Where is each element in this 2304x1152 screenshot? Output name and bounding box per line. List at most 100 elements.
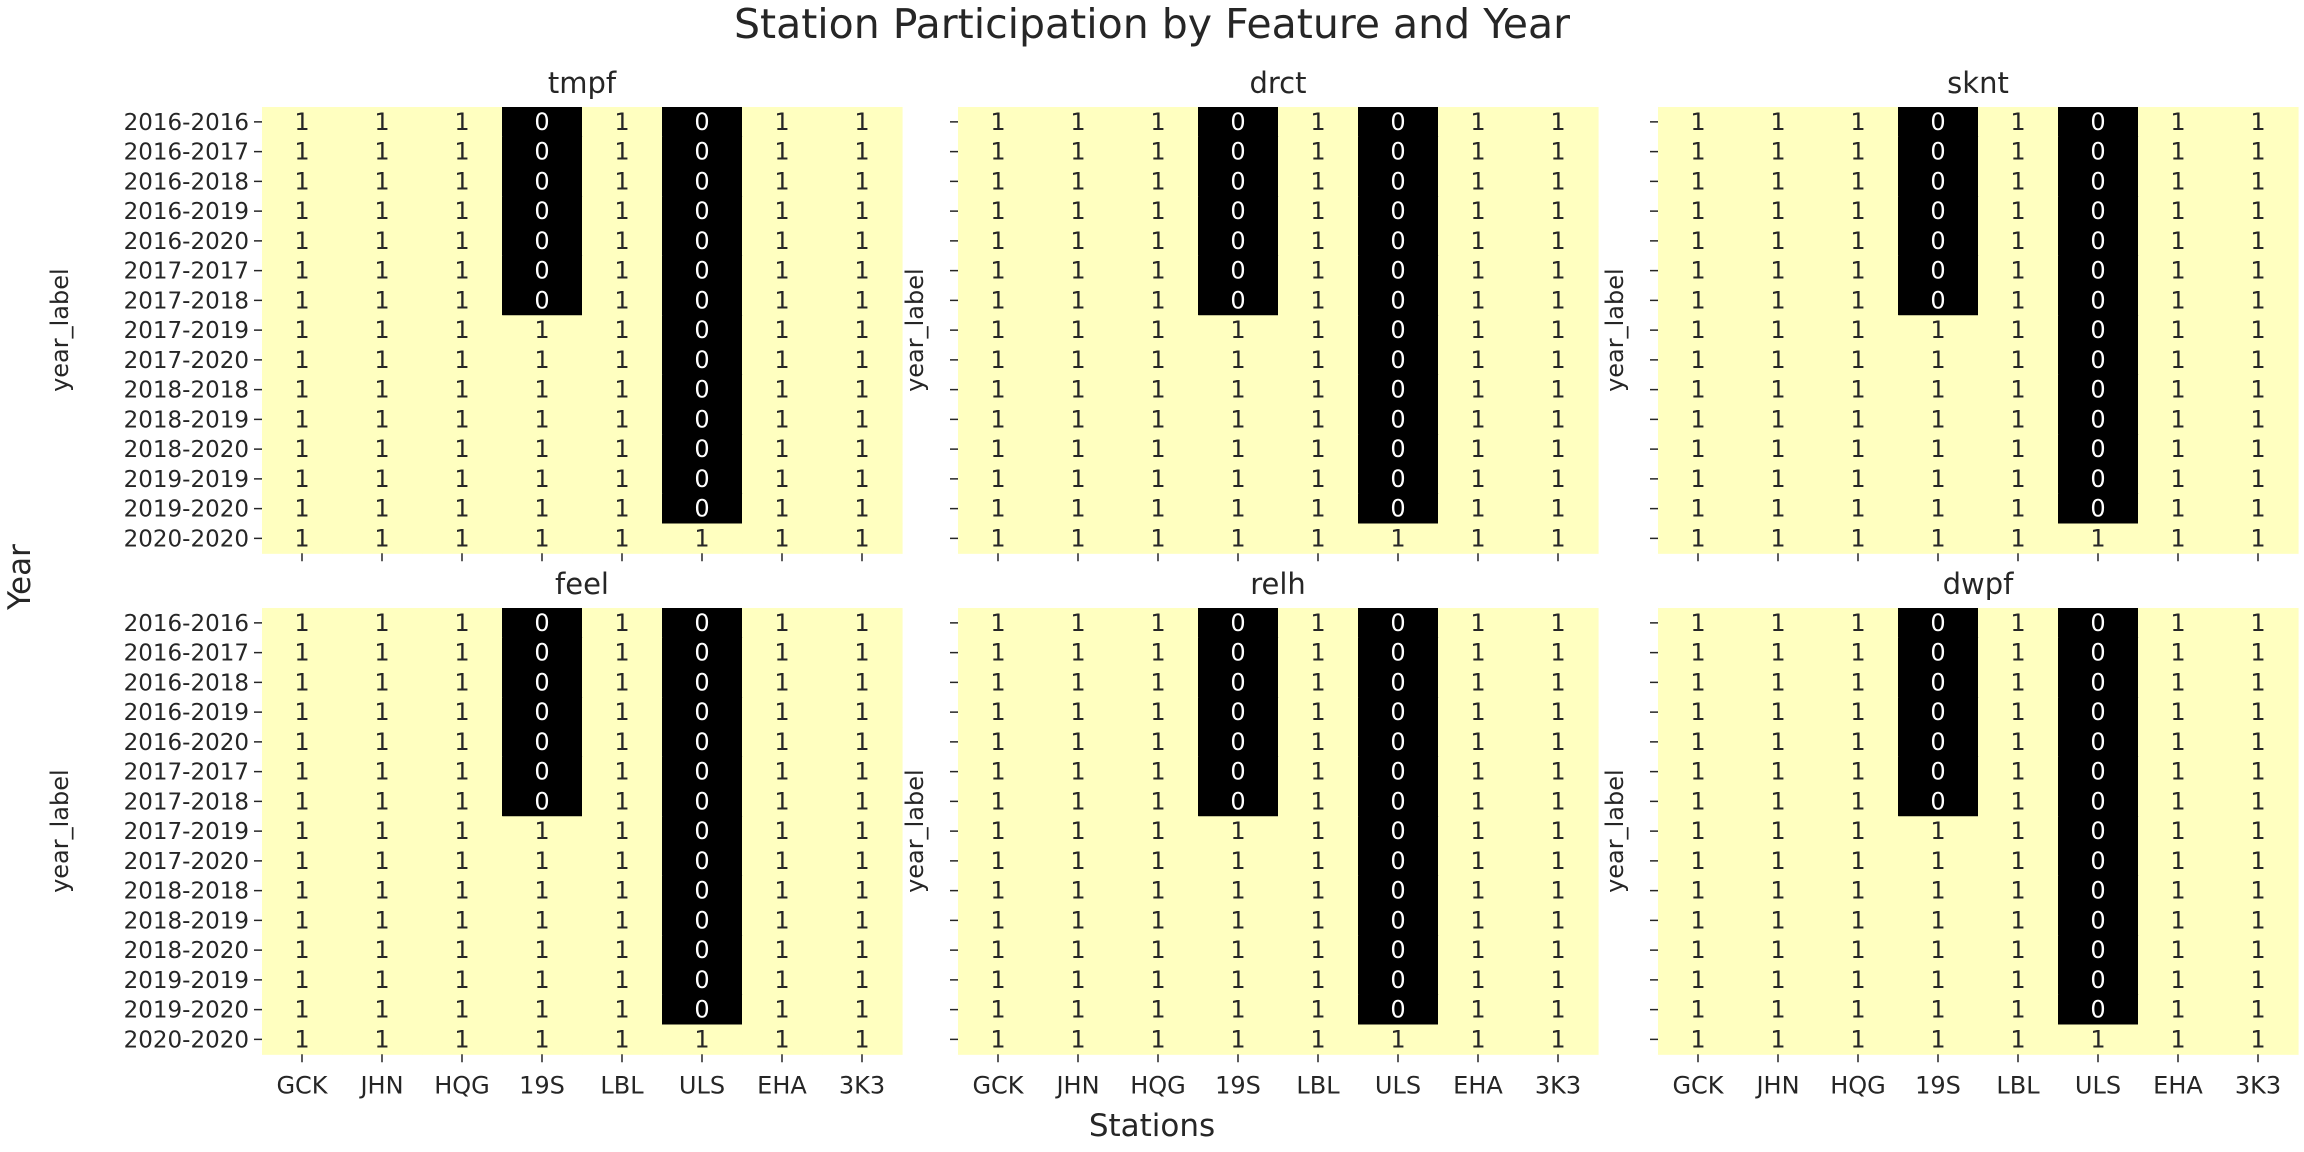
heatmap-cell — [342, 107, 423, 138]
heatmap-cell — [958, 136, 1039, 168]
heatmap-cell — [1278, 846, 1359, 877]
cell-value-label: 1 — [1850, 167, 1865, 195]
cell-value-label: 1 — [990, 906, 1005, 934]
cell-value-label: 1 — [2170, 435, 2185, 463]
cell-value-label: 1 — [614, 847, 629, 875]
y-axis-label: year_label — [1601, 268, 1629, 392]
cell-value-label: 1 — [774, 996, 789, 1024]
heatmap-cell — [742, 786, 823, 817]
cell-value-label: 0 — [1390, 936, 1405, 964]
heatmap-cell — [422, 756, 503, 788]
cell-value-label: 1 — [1150, 316, 1165, 344]
heatmap-cell — [662, 637, 743, 669]
x-tick-label: EHA — [1453, 1071, 1503, 1099]
cell-value-label: 1 — [2010, 698, 2025, 726]
heatmap-cell — [1438, 608, 1519, 639]
cell-value-label: 1 — [990, 405, 1005, 433]
cell-value-label: 1 — [774, 847, 789, 875]
heatmap-cell — [262, 315, 343, 346]
heatmap-cell — [1358, 756, 1439, 788]
cell-value-label: 1 — [2250, 197, 2265, 225]
heatmap-cell — [262, 875, 343, 907]
heatmap-cell — [262, 404, 343, 435]
heatmap-cell — [1898, 434, 1979, 465]
cell-value-label: 1 — [1850, 668, 1865, 696]
cell-value-label: 1 — [1770, 847, 1785, 875]
heatmap-cell — [502, 608, 583, 639]
heatmap-cell — [1518, 727, 1599, 758]
cell-value-label: 1 — [1850, 698, 1865, 726]
cell-value-label: 1 — [1770, 524, 1785, 552]
cell-value-label: 1 — [614, 609, 629, 637]
heatmap-cell — [1978, 166, 2059, 197]
heatmap-cell — [2138, 285, 2219, 316]
heatmap-cell — [2058, 374, 2139, 406]
heatmap-cell — [1738, 166, 1819, 197]
heatmap-cell — [422, 1024, 503, 1055]
heatmap-cell — [502, 756, 583, 788]
cell-value-label: 1 — [1150, 405, 1165, 433]
heatmap-cell — [342, 255, 423, 287]
cell-value-label: 1 — [774, 108, 789, 136]
x-tick-label: ULS — [1375, 1071, 1421, 1099]
cell-value-label: 1 — [374, 996, 389, 1024]
heatmap-cell — [1438, 637, 1519, 669]
cell-value-label: 0 — [534, 167, 549, 195]
heatmap-cell — [662, 226, 743, 257]
cell-value-label: 0 — [1230, 787, 1245, 815]
heatmap-cell — [822, 905, 903, 936]
cell-value-label: 1 — [454, 138, 469, 166]
heatmap-cell — [958, 345, 1039, 376]
heatmap-cell — [1978, 667, 2059, 698]
heatmap-cell — [502, 786, 583, 817]
cell-value-label: 0 — [694, 167, 709, 195]
cell-value-label: 1 — [614, 405, 629, 433]
heatmap-cell — [582, 608, 663, 639]
heatmap-cell — [1358, 107, 1439, 138]
heatmap-cell — [742, 136, 823, 168]
heatmap-cell — [662, 434, 743, 465]
cell-value-label: 1 — [1470, 1025, 1485, 1053]
cell-value-label: 1 — [990, 996, 1005, 1024]
cell-value-label: 1 — [454, 108, 469, 136]
heatmap-cell — [1818, 404, 1899, 435]
cell-value-label: 1 — [2010, 758, 2025, 786]
cell-value-label: 1 — [534, 346, 549, 374]
heatmap-cell — [2138, 434, 2219, 465]
heatmap-cell — [1978, 756, 2059, 788]
cell-value-label: 1 — [1690, 966, 1705, 994]
heatmap-cell — [582, 935, 663, 966]
cell-value-label: 1 — [2170, 847, 2185, 875]
heatmap-cell — [422, 285, 503, 316]
heatmap-cell — [1198, 756, 1279, 788]
cell-value-label: 0 — [534, 639, 549, 667]
cell-value-label: 1 — [1850, 376, 1865, 404]
cell-value-label: 0 — [1390, 668, 1405, 696]
heatmap-cell — [822, 667, 903, 698]
heatmap-cell — [1198, 374, 1279, 406]
cell-value-label: 0 — [1930, 668, 1945, 696]
cell-value-label: 1 — [1930, 405, 1945, 433]
heatmap-cell — [1978, 1024, 2059, 1055]
y-tick-label: 2016-2020 — [124, 229, 249, 255]
cell-value-label: 1 — [1850, 728, 1865, 756]
cell-value-label: 1 — [1930, 847, 1945, 875]
cell-value-label: 0 — [2090, 966, 2105, 994]
heatmap-cell — [742, 697, 823, 728]
heatmap-cell — [2138, 226, 2219, 257]
heatmap-cell — [958, 965, 1039, 996]
cell-value-label: 1 — [2170, 728, 2185, 756]
heatmap-cell — [2058, 965, 2139, 996]
cell-value-label: 1 — [854, 524, 869, 552]
heatmap-cell — [2138, 493, 2219, 525]
cell-value-label: 1 — [854, 108, 869, 136]
cell-value-label: 1 — [2170, 936, 2185, 964]
heatmap-cell — [1518, 667, 1599, 698]
heatmap-cell — [1978, 374, 2059, 406]
heatmap-cell — [1438, 404, 1519, 435]
heatmap-cell — [742, 434, 823, 465]
cell-value-label: 0 — [1390, 495, 1405, 523]
heatmap-cell — [1278, 345, 1359, 376]
heatmap-cell — [1118, 136, 1199, 168]
